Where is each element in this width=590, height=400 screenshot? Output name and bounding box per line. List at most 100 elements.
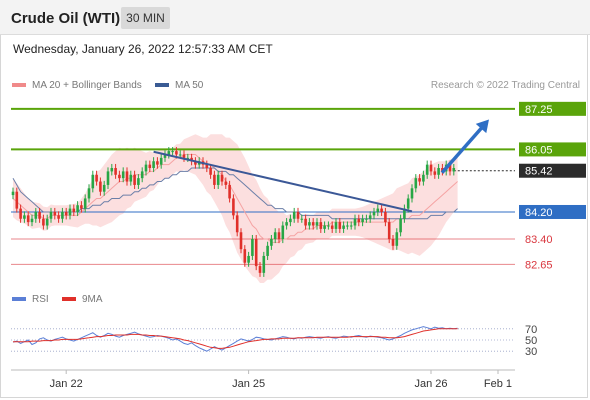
candle-body (315, 222, 319, 226)
ma20-line (12, 154, 458, 243)
candle-body (372, 211, 376, 216)
candle-body (338, 222, 342, 229)
candle-body (296, 211, 300, 219)
projection-arrow-shaft (440, 122, 487, 174)
candle-body (156, 161, 159, 165)
level-label-86.05: 86.05 (525, 144, 553, 156)
candle-body (121, 171, 125, 179)
candle-body (399, 218, 402, 233)
candle-body (38, 211, 41, 219)
candle-body (387, 222, 391, 240)
rsi-line (12, 326, 458, 352)
candle-body (277, 232, 281, 240)
candle-body (72, 208, 76, 212)
candle-body (448, 164, 452, 172)
candle-body (228, 184, 231, 199)
candle-body (262, 255, 266, 273)
candle-body (114, 168, 117, 175)
header-bar: Crude Oil (WTI) 30 MIN (0, 0, 590, 35)
candle-body (118, 174, 121, 179)
candle-body (251, 239, 254, 256)
level-label-box-86.05 (519, 142, 586, 157)
candle-body (133, 174, 136, 185)
candle-body (433, 171, 437, 175)
candle-body (380, 208, 383, 212)
candle-body (34, 211, 38, 219)
candle-body (391, 239, 395, 246)
candle-body (418, 178, 421, 182)
x-tick-label: Jan 22 (50, 378, 83, 390)
legend-label-ma20: MA 20 + Bollinger Bands (32, 80, 142, 91)
candle-body (220, 174, 224, 182)
legend-swatch-ma50 (155, 83, 169, 88)
rsi-level-label-70: 70 (525, 324, 537, 336)
candle-body (61, 211, 64, 219)
candle-body (311, 222, 315, 226)
candle-body (254, 239, 258, 267)
candle-body (163, 154, 167, 158)
candle-body (26, 215, 30, 223)
candle-body (285, 222, 288, 226)
rsi-level-label-30: 30 (525, 346, 537, 358)
x-tick-label: Feb 1 (484, 378, 512, 390)
level-label-box-84.20 (519, 204, 586, 219)
candle-body (330, 225, 334, 229)
candle-body (365, 218, 368, 220)
level-label-box-87.25 (519, 101, 586, 116)
candle-body (152, 161, 155, 169)
candle-body (148, 164, 152, 169)
candle-body (159, 157, 163, 165)
candle-body (243, 249, 247, 263)
candle-body (11, 191, 15, 196)
instrument-title: Crude Oil (WTI) (11, 10, 121, 27)
candle-body (342, 225, 345, 229)
level-label-83.40: 83.40 (525, 234, 553, 246)
candle-body (144, 164, 148, 172)
trendline (153, 150, 413, 213)
candle-body (425, 164, 429, 175)
candle-body (99, 181, 102, 192)
legend-swatch-rsi-ma (62, 297, 76, 302)
candle-body (368, 215, 372, 219)
rsi-level-label-50: 50 (525, 335, 537, 347)
candle-body (289, 218, 292, 223)
x-tick-label: Jan 26 (414, 378, 447, 390)
rsi-ma-line (13, 328, 458, 349)
candle-body (281, 225, 285, 240)
level-label-87.25: 87.25 (525, 104, 553, 116)
timeframe-button[interactable]: 30 MIN (121, 7, 170, 29)
candle-body (247, 255, 250, 263)
candle-body (437, 168, 440, 175)
level-label-85.42: 85.42 (525, 166, 553, 178)
candle-body (175, 151, 178, 155)
x-tick-label: Jan 25 (232, 378, 265, 390)
candle-body (258, 266, 262, 273)
candle-body (273, 232, 277, 240)
candle-body (292, 211, 296, 219)
candle-body (422, 174, 425, 182)
candle-body (452, 168, 456, 172)
candle-body (68, 208, 72, 216)
candle-body (319, 222, 323, 229)
legend-swatch-rsi (12, 297, 26, 302)
projection-arrow-head (475, 119, 489, 134)
credit-text: Research © 2022 Trading Central (430, 80, 580, 91)
candle-body (353, 218, 357, 226)
candle-body (171, 151, 174, 153)
candle-body (42, 218, 45, 226)
legend-rsi-ma: 9MA (62, 294, 103, 305)
legend-swatch-ma20 (12, 83, 26, 88)
candle-body (129, 174, 133, 182)
candle-body (45, 218, 49, 226)
bollinger-band (13, 134, 458, 283)
candle-body (346, 225, 349, 227)
candle-body (23, 215, 26, 219)
candle-body (304, 218, 307, 226)
candle-body (125, 171, 129, 182)
candle-body (57, 215, 60, 219)
candle-body (140, 171, 144, 179)
legend-label-rsi-ma: 9MA (82, 294, 103, 305)
candle-body (403, 208, 406, 219)
legend-label-ma50: MA 50 (175, 80, 204, 91)
